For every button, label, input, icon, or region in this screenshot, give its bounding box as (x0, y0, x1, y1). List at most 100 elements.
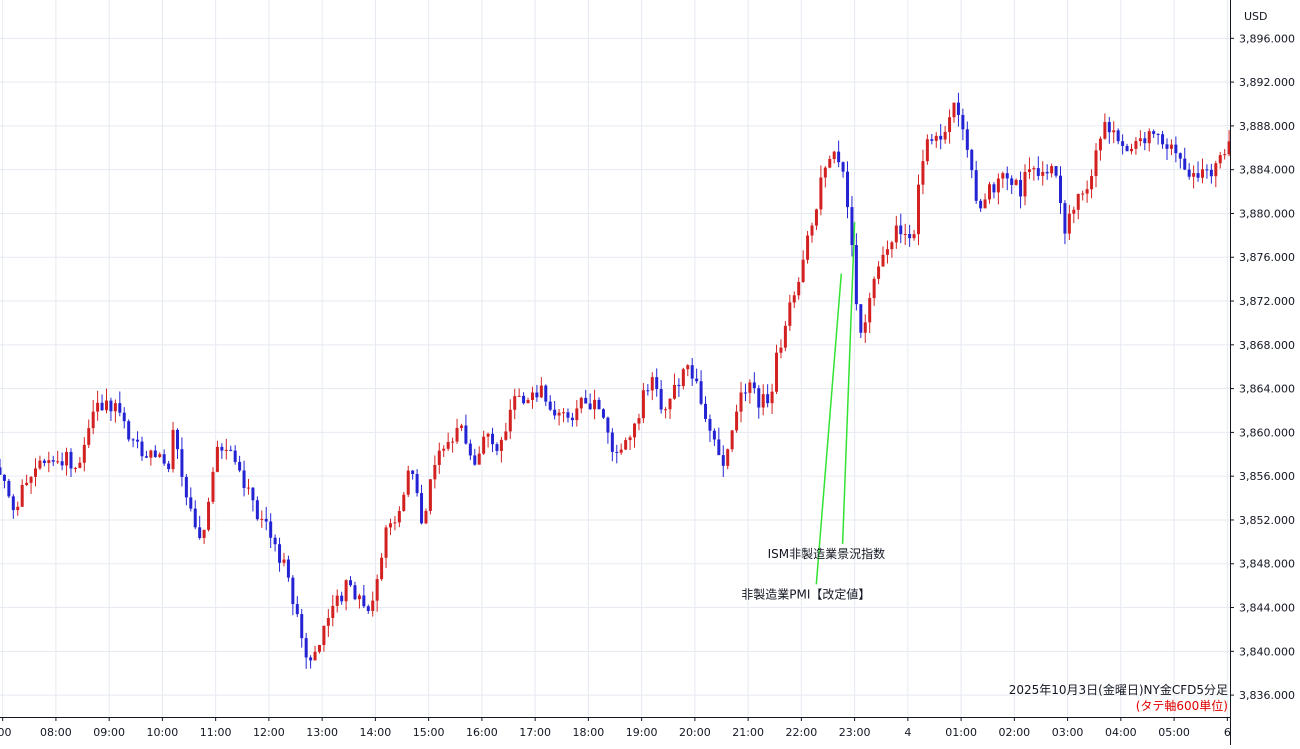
candle-body (1067, 213, 1071, 234)
candle-body (65, 451, 69, 466)
x-tick-label: 22:00 (786, 726, 818, 739)
candle-down (220, 443, 224, 459)
candle-body (1183, 158, 1187, 170)
candle-body (850, 207, 854, 246)
candle-up (783, 321, 787, 352)
candle-up (828, 155, 832, 169)
candle-up (557, 408, 561, 426)
candle-body (300, 614, 304, 639)
candle-up (149, 449, 153, 466)
candle-down (118, 391, 122, 417)
candle-down (752, 372, 756, 394)
candle-body (584, 397, 588, 404)
candle-up (1032, 165, 1036, 181)
candle-body (770, 391, 774, 404)
candle-down (69, 448, 73, 477)
candle-body (539, 385, 543, 398)
candle-down (1196, 161, 1200, 182)
candle-up (797, 277, 801, 300)
candle-body (428, 479, 432, 511)
candle-body (1063, 203, 1067, 234)
candle-body (624, 440, 628, 450)
candle-body (78, 462, 82, 468)
candle-up (224, 438, 228, 460)
candle-down (153, 445, 157, 458)
candle-down (615, 444, 619, 464)
x-tick-label: 02:00 (998, 726, 1030, 739)
candle-body (175, 429, 179, 450)
candle-up (87, 419, 91, 449)
candle-body (317, 644, 321, 652)
candle-body (562, 412, 566, 414)
candle-body (353, 585, 357, 600)
candle-up (78, 456, 82, 469)
candle-body (264, 518, 268, 522)
candle-down (189, 487, 193, 512)
x-tick-label: 01:00 (945, 726, 977, 739)
candle-down (979, 198, 983, 212)
candle-body (415, 473, 419, 494)
candle-up (1227, 130, 1231, 157)
candle-body (2, 474, 6, 481)
y-tick-label: 3,836.000 (1239, 689, 1295, 702)
candle-body (535, 392, 539, 398)
candle-body (446, 441, 450, 449)
candle-up (202, 529, 206, 544)
candle-down (1121, 134, 1125, 155)
candle-body (207, 501, 211, 530)
candle-body (721, 455, 725, 466)
candle-down (717, 427, 721, 456)
candle-up (1001, 171, 1005, 188)
candle-body (557, 412, 561, 416)
candle-body (344, 580, 348, 602)
candle-up (246, 478, 250, 495)
candle-down (278, 537, 282, 572)
candle-body (273, 537, 277, 545)
candle-up (357, 593, 361, 609)
candle-down (939, 123, 943, 150)
candle-body (961, 114, 965, 130)
candle-up (313, 645, 317, 661)
candle-body (304, 638, 308, 658)
candle-body (877, 266, 881, 279)
candle-body (1165, 144, 1169, 149)
candle-up (393, 516, 397, 531)
candle-body (499, 439, 503, 451)
candle-up (446, 432, 450, 451)
candle-down (2, 474, 6, 489)
candle-body (766, 394, 770, 404)
candle-down (300, 608, 304, 648)
candle-up (624, 437, 628, 451)
candle-up (664, 407, 668, 419)
candle-down (584, 389, 588, 404)
candle-body (988, 184, 992, 200)
candle-body (184, 476, 188, 498)
candle-body (846, 171, 850, 208)
candle-down (495, 442, 499, 456)
candle-up (526, 397, 530, 404)
candle-body (122, 412, 126, 422)
candle-body (588, 403, 592, 410)
candle-body (1174, 144, 1178, 154)
candle-body (819, 177, 823, 210)
candle-body (752, 382, 756, 389)
candle-down (965, 121, 969, 158)
candle-down (601, 408, 605, 419)
candle-up (1014, 178, 1018, 186)
candle-body (1147, 131, 1151, 144)
candle-down (757, 385, 761, 419)
candle-up (20, 479, 24, 507)
candle-body (1032, 168, 1036, 170)
candle-up (1200, 158, 1204, 184)
candle-up (322, 625, 326, 652)
candle-down (850, 196, 854, 257)
candle-body (215, 446, 219, 472)
candle-up (207, 497, 211, 532)
candle-body (1094, 150, 1098, 177)
candle-down (766, 384, 770, 408)
candle-up (1085, 180, 1089, 203)
candle-up (402, 491, 406, 512)
annotation-lines (815, 222, 856, 585)
candle-up (814, 208, 818, 231)
